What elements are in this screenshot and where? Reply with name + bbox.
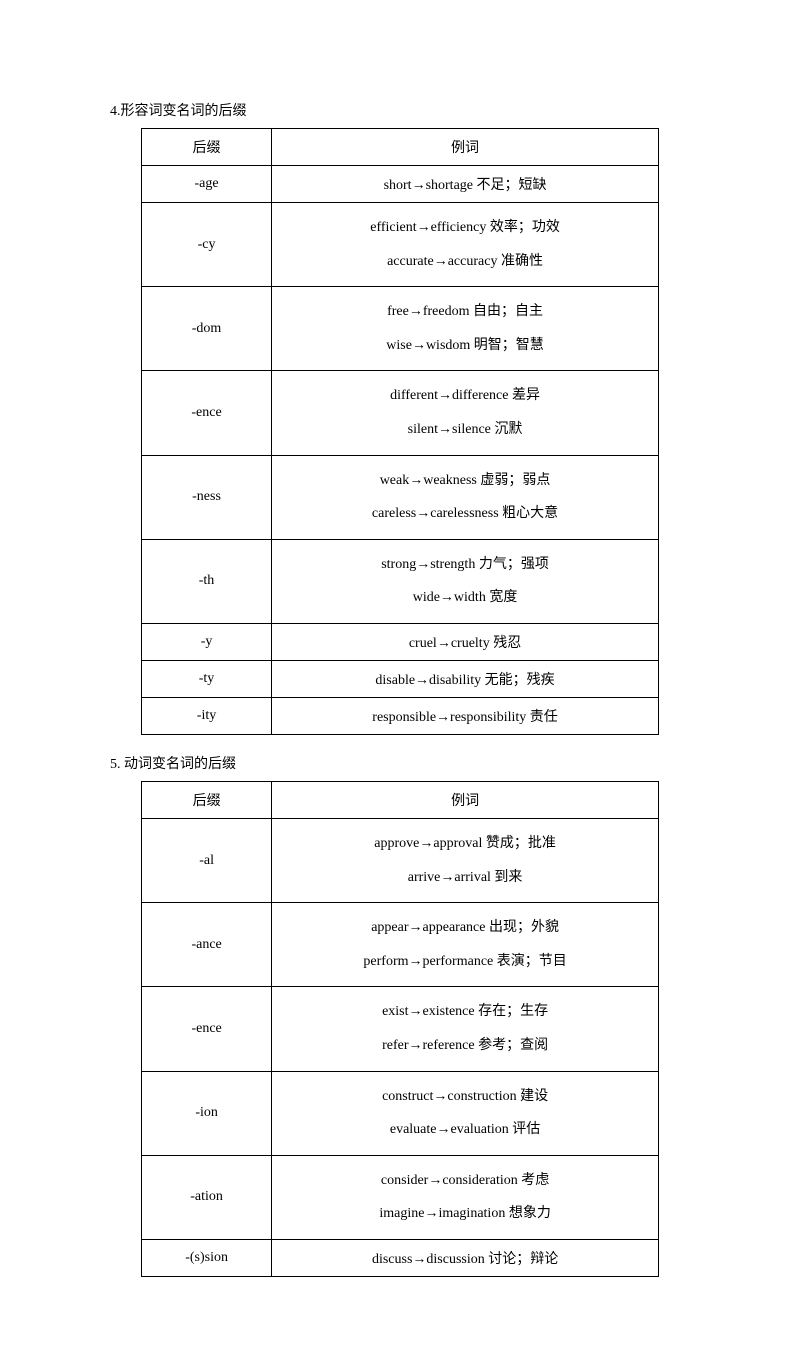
- table-row: -domfree→freedom 自由；自主wise→wisdom 明智；智慧: [142, 287, 659, 371]
- section5-title: 5. 动词变名词的后缀: [110, 753, 690, 773]
- cell-suffix: -ion: [142, 1071, 272, 1155]
- cell-suffix: -age: [142, 166, 272, 203]
- cell-examples: exist→existence 存在；生存refer→reference 参考；…: [272, 987, 659, 1071]
- cell-suffix: -ity: [142, 697, 272, 734]
- table-row: -ityresponsible→responsibility 责任: [142, 697, 659, 734]
- document-page: 4.形容词变名词的后缀 后缀 例词 -ageshort→shortage 不足；…: [0, 0, 800, 1355]
- table-row: -ycruel→cruelty 残忍: [142, 623, 659, 660]
- table-row: -encedifferent→difference 差异silent→silen…: [142, 371, 659, 455]
- table-section4: 后缀 例词 -ageshort→shortage 不足；短缺-cyefficie…: [141, 128, 659, 735]
- section4-title: 4.形容词变名词的后缀: [110, 100, 690, 120]
- cell-suffix: -y: [142, 623, 272, 660]
- cell-suffix: -(s)sion: [142, 1239, 272, 1276]
- cell-examples: discuss→discussion 讨论；辩论: [272, 1239, 659, 1276]
- cell-suffix: -th: [142, 539, 272, 623]
- cell-examples: short→shortage 不足；短缺: [272, 166, 659, 203]
- table-row: -ionconstruct→construction 建设evaluate→ev…: [142, 1071, 659, 1155]
- table-row: -thstrong→strength 力气；强项wide→width 宽度: [142, 539, 659, 623]
- cell-examples: free→freedom 自由；自主wise→wisdom 明智；智慧: [272, 287, 659, 371]
- cell-examples: construct→construction 建设evaluate→evalua…: [272, 1071, 659, 1155]
- cell-suffix: -ation: [142, 1155, 272, 1239]
- cell-suffix: -ance: [142, 903, 272, 987]
- table-header-row: 后缀 例词: [142, 781, 659, 818]
- table-row: -tydisable→disability 无能；残疾: [142, 660, 659, 697]
- cell-examples: different→difference 差异silent→silence 沉默: [272, 371, 659, 455]
- table-section5: 后缀 例词 -alapprove→approval 赞成；批准arrive→ar…: [141, 781, 659, 1277]
- cell-suffix: -al: [142, 818, 272, 902]
- cell-examples: disable→disability 无能；残疾: [272, 660, 659, 697]
- cell-examples: weak→weakness 虚弱；弱点careless→carelessness…: [272, 455, 659, 539]
- cell-suffix: -dom: [142, 287, 272, 371]
- cell-examples: strong→strength 力气；强项wide→width 宽度: [272, 539, 659, 623]
- cell-suffix: -ence: [142, 987, 272, 1071]
- cell-examples: efficient→efficiency 效率；功效accurate→accur…: [272, 203, 659, 287]
- table-row: -alapprove→approval 赞成；批准arrive→arrival …: [142, 818, 659, 902]
- col-header-suffix: 后缀: [142, 129, 272, 166]
- cell-suffix: -ness: [142, 455, 272, 539]
- col-header-examples: 例词: [272, 781, 659, 818]
- table-row: -ationconsider→consideration 考虑imagine→i…: [142, 1155, 659, 1239]
- col-header-suffix: 后缀: [142, 781, 272, 818]
- table-row: -(s)siondiscuss→discussion 讨论；辩论: [142, 1239, 659, 1276]
- cell-suffix: -ty: [142, 660, 272, 697]
- table-row: -anceappear→appearance 出现；外貌perform→perf…: [142, 903, 659, 987]
- table-row: -nessweak→weakness 虚弱；弱点careless→careles…: [142, 455, 659, 539]
- cell-suffix: -ence: [142, 371, 272, 455]
- cell-examples: appear→appearance 出现；外貌perform→performan…: [272, 903, 659, 987]
- table-row: -enceexist→existence 存在；生存refer→referenc…: [142, 987, 659, 1071]
- col-header-examples: 例词: [272, 129, 659, 166]
- cell-examples: approve→approval 赞成；批准arrive→arrival 到来: [272, 818, 659, 902]
- cell-examples: cruel→cruelty 残忍: [272, 623, 659, 660]
- cell-suffix: -cy: [142, 203, 272, 287]
- table-row: -ageshort→shortage 不足；短缺: [142, 166, 659, 203]
- cell-examples: consider→consideration 考虑imagine→imagina…: [272, 1155, 659, 1239]
- table-row: -cyefficient→efficiency 效率；功效accurate→ac…: [142, 203, 659, 287]
- cell-examples: responsible→responsibility 责任: [272, 697, 659, 734]
- table-header-row: 后缀 例词: [142, 129, 659, 166]
